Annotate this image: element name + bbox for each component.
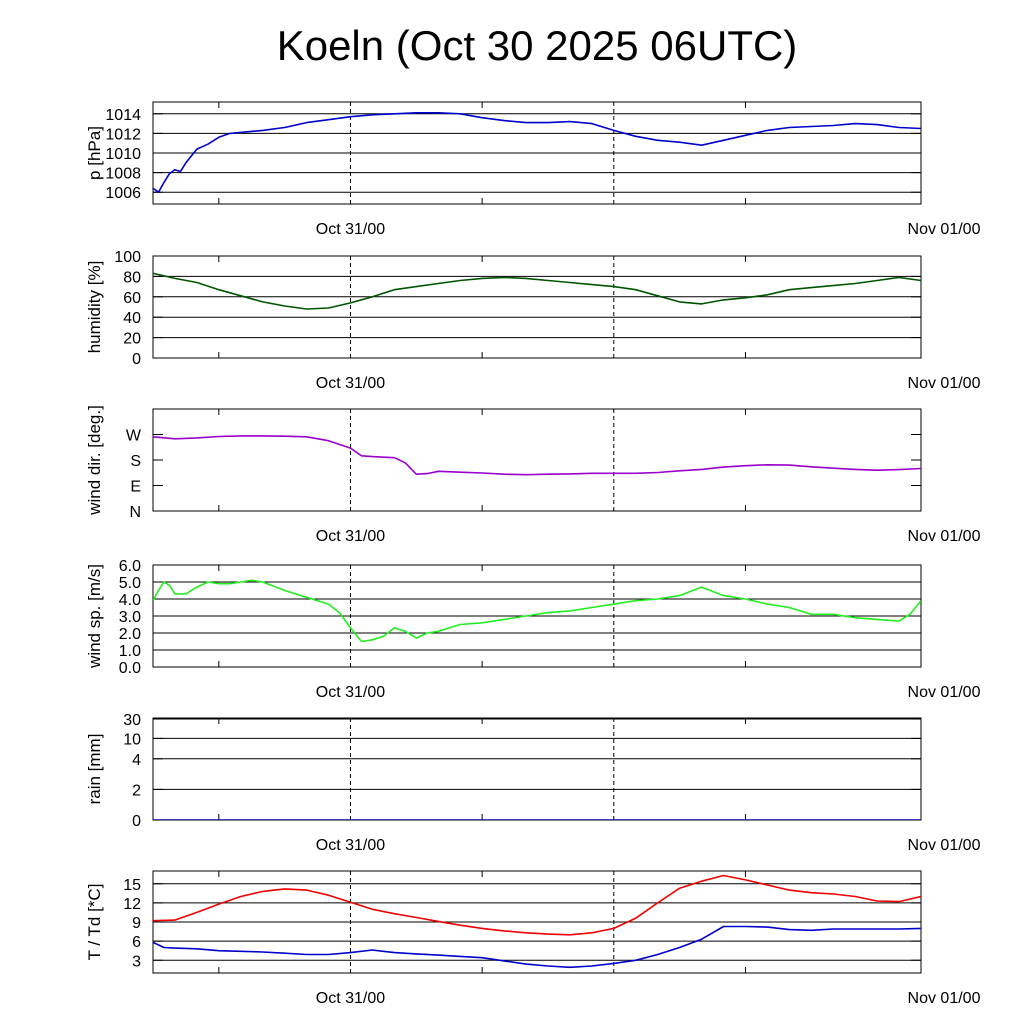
- y-tick-label: 10: [123, 731, 141, 748]
- x-tick-label: Nov 01/00: [908, 528, 981, 545]
- y-tick-label: 1.0: [119, 643, 141, 660]
- panel-temperature: 3 6 9 12 15 Oct 31/00 Nov 01/00 T / Td [*C]: [85, 870, 981, 1007]
- x-tick-label: Oct 31/00: [316, 990, 385, 1007]
- y-tick-label: 100: [114, 249, 141, 266]
- y-tick-label: 4.0: [119, 592, 141, 609]
- y-tick-label: 9: [132, 915, 141, 932]
- y-tick-label: 1012: [105, 126, 141, 143]
- x-tick-label: Nov 01/00: [908, 990, 981, 1007]
- series-line-humidity-0: [153, 272, 921, 310]
- y-tick-label: 3: [132, 953, 141, 970]
- x-tick-label: Nov 01/00: [908, 221, 981, 238]
- y-tick-label: 6: [132, 934, 141, 951]
- y-axis-label: rain [mm]: [85, 734, 104, 805]
- plot-frame: [152, 255, 922, 359]
- y-tick-label: 2: [132, 782, 141, 799]
- y-axis-label: wind sp. [m/s]: [85, 564, 104, 669]
- series-line-wind-speed-0: [153, 579, 921, 643]
- panel-pressure: 1006 1008 1010 1012 1014 Oct 31/00 Nov 01/00 p …: [85, 101, 981, 238]
- plot-frame: [152, 408, 922, 512]
- x-tick-label: Nov 01/00: [908, 837, 981, 854]
- panel-humidity: 0 20 40 60 80 100 Oct 31/00 Nov 01/00 humidity […: [85, 249, 981, 392]
- y-tick-label: S: [130, 453, 141, 470]
- y-tick-label: 5.0: [119, 575, 141, 592]
- x-tick-label: Oct 31/00: [316, 684, 385, 701]
- x-tick-label: Oct 31/00: [316, 837, 385, 854]
- y-axis-label: p [hPa]: [85, 126, 104, 180]
- y-tick-label: 0.0: [119, 660, 141, 677]
- y-tick-label: N: [129, 504, 141, 521]
- panel-wind-speed: 0.01.02.03.04.05.06.0 Oct 31/00 Nov 01/00 w…: [85, 558, 981, 701]
- y-tick-label: 12: [123, 896, 141, 913]
- series-line-temperature-1: [153, 925, 921, 969]
- y-tick-label: 0: [132, 351, 141, 368]
- plot-frame: [152, 717, 922, 821]
- y-axis-label: T / Td [*C]: [85, 884, 104, 961]
- y-tick-label: 20: [123, 331, 141, 348]
- y-tick-label: 30: [123, 712, 141, 729]
- x-tick-label: Oct 31/00: [316, 528, 385, 545]
- x-tick-label: Nov 01/00: [908, 684, 981, 701]
- x-tick-label: Nov 01/00: [908, 375, 981, 392]
- y-tick-label: 0: [132, 813, 141, 830]
- y-tick-label: 15: [123, 877, 141, 894]
- y-tick-label: 1006: [105, 185, 141, 202]
- y-tick-label: 1008: [105, 166, 141, 183]
- x-tick-label: Oct 31/00: [316, 221, 385, 238]
- y-tick-label: E: [130, 479, 141, 496]
- y-tick-label: 60: [123, 290, 141, 307]
- panel-rain: 0 2 4 10 30 Oct 31/00 Nov 01/00 rain [mm]: [85, 712, 981, 854]
- series-line-temperature-0: [153, 874, 921, 936]
- y-tick-label: W: [126, 428, 142, 445]
- y-tick-label: 80: [123, 269, 141, 286]
- chart-title: Koeln (Oct 30 2025 06UTC): [276, 22, 798, 69]
- series-line-wind-direction-0: [153, 435, 921, 476]
- x-tick-label: Oct 31/00: [316, 375, 385, 392]
- y-tick-label: 1010: [105, 146, 141, 163]
- y-tick-label: 40: [123, 310, 141, 327]
- y-tick-label: 2.0: [119, 626, 141, 643]
- series-line-pressure-0: [153, 112, 921, 193]
- y-tick-label: 6.0: [119, 558, 141, 575]
- y-axis-label: wind dir. [deg.]: [85, 405, 104, 516]
- y-tick-label: 3.0: [119, 609, 141, 626]
- y-axis-label: humidity [%]: [85, 261, 104, 354]
- y-tick-label: 1014: [105, 107, 141, 124]
- y-tick-label: 4: [132, 752, 141, 769]
